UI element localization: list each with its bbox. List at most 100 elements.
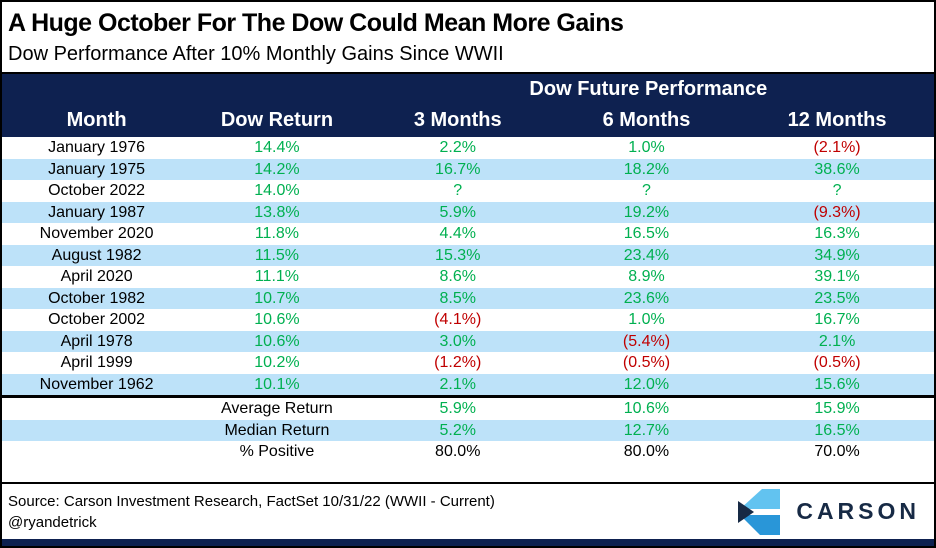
table-row: January 1975 14.2% 16.7% 18.2% 38.6% [2, 158, 934, 180]
summary-value-cell: 80.0% [435, 443, 481, 460]
month-cell: October 2022 [48, 182, 146, 199]
value-cell: 15.6% [814, 375, 860, 393]
col-header-month: Month [2, 104, 192, 137]
value-cell: 16.3% [814, 225, 860, 242]
value-cell: 11.8% [254, 225, 300, 242]
page-title: A Huge October For The Dow Could Mean Mo… [8, 9, 624, 37]
value-cell: 14.0% [254, 182, 300, 199]
month-cell: January 1987 [48, 203, 146, 221]
value-cell: 10.7% [254, 289, 300, 307]
value-cell: 10.6% [254, 311, 300, 328]
value-cell: 19.2% [623, 203, 670, 221]
month-cell: April 1978 [60, 332, 133, 350]
value-cell: 23.4% [623, 246, 670, 264]
value-cell: 2.1% [439, 375, 476, 393]
carson-logo-icon [738, 488, 781, 535]
summary-value-cell: 5.2% [439, 421, 476, 439]
summary-row: % Positive 80.0% 80.0% 70.0% [2, 441, 934, 463]
value-cell: 16.7% [435, 160, 481, 178]
table-row: April 2020 11.1% 8.6% 8.9% 39.1% [2, 266, 934, 288]
month-cell: October 2002 [48, 311, 146, 328]
source-text: Source: Carson Investment Research, Fact… [8, 492, 495, 510]
month-cell: January 1976 [48, 139, 146, 156]
summary-label-cell: % Positive [239, 443, 315, 460]
page-subtitle: Dow Performance After 10% Monthly Gains … [8, 43, 504, 65]
title-block: A Huge October For The Dow Could Mean Mo… [2, 2, 934, 72]
dow-performance-table: Dow Future Performance Month Dow Return … [2, 72, 934, 463]
value-cell: 8.5% [439, 289, 476, 307]
table-row: January 1987 13.8% 5.9% 19.2% (9.3%) [2, 201, 934, 223]
month-cell: November 1962 [39, 375, 154, 393]
summary-row: Median Return 5.2% 12.7% 16.5% [2, 419, 934, 442]
empty-cell [2, 420, 191, 442]
value-cell: 16.5% [623, 225, 670, 242]
value-cell: 34.9% [814, 246, 860, 264]
summary-value-cell: 70.0% [814, 443, 860, 460]
value-cell: ? [453, 182, 463, 199]
value-cell: 15.3% [435, 246, 481, 264]
group-header-row: Dow Future Performance [2, 73, 934, 104]
column-header-row: Month Dow Return 3 Months 6 Months 12 Mo… [2, 104, 934, 137]
value-cell: (0.5%) [622, 354, 671, 371]
table-row: April 1999 10.2% (1.2%) (0.5%) (0.5%) [2, 352, 934, 374]
value-cell: 23.6% [623, 289, 670, 307]
table-row: October 2002 10.6% (4.1%) 1.0% 16.7% [2, 309, 934, 331]
summary-row: Average Return 5.9% 10.6% 15.9% [2, 395, 934, 420]
value-cell: 16.7% [814, 311, 860, 328]
value-cell: (9.3%) [813, 203, 861, 221]
carson-logo-text: CARSON [796, 498, 920, 524]
table-row: April 1978 10.6% 3.0% (5.4%) 2.1% [2, 330, 934, 352]
value-cell: 8.9% [628, 268, 665, 285]
value-cell: 10.2% [254, 354, 300, 371]
table-row: August 1982 11.5% 15.3% 23.4% 34.9% [2, 244, 934, 266]
table-row: October 1982 10.7% 8.5% 23.6% 23.5% [2, 287, 934, 309]
summary-value-cell: 15.9% [740, 395, 934, 420]
value-cell: 1.0% [628, 311, 665, 328]
value-cell: ? [832, 182, 842, 199]
value-cell: 2.2% [439, 139, 476, 156]
table-row: October 2022 14.0%??? [2, 180, 934, 202]
summary-label-cell: Median Return [224, 421, 330, 439]
value-cell: (2.1%) [813, 139, 861, 156]
value-cell: 14.4% [254, 139, 300, 156]
col-header-3-months: 3 Months [362, 104, 553, 137]
value-cell: ? [642, 182, 651, 199]
summary-value-cell: 80.0% [623, 443, 670, 460]
value-cell: 10.6% [254, 332, 300, 350]
month-cell: August 1982 [51, 246, 142, 264]
month-cell: October 1982 [48, 289, 146, 307]
value-cell: 1.0% [628, 139, 665, 156]
value-cell: (4.1%) [434, 311, 482, 328]
summary-value-cell: 16.5% [814, 421, 860, 439]
carson-logo: CARSON [738, 488, 926, 535]
month-cell: April 1999 [60, 354, 133, 371]
value-cell: 11.5% [254, 246, 300, 264]
summary-label-cell: Average Return [191, 395, 363, 420]
footer: Source: Carson Investment Research, Fact… [2, 482, 934, 539]
twitter-handle: @ryandetrick [8, 513, 97, 531]
table-row: November 2020 11.8% 4.4% 16.5% 16.3% [2, 223, 934, 245]
summary-value-cell: 5.9% [362, 395, 553, 420]
bottom-navy-bar [2, 539, 934, 546]
value-cell: 13.8% [254, 203, 300, 221]
month-cell: April 2020 [60, 268, 133, 285]
empty-cell [2, 395, 192, 420]
month-cell: January 1975 [48, 160, 146, 178]
col-header-dow-return: Dow Return [191, 104, 363, 137]
col-header-6-months: 6 Months [552, 104, 741, 137]
value-cell: 18.2% [623, 160, 670, 178]
month-cell: November 2020 [39, 225, 154, 242]
value-cell: 11.1% [254, 268, 300, 285]
value-cell: 38.6% [814, 160, 860, 178]
value-cell: 3.0% [439, 332, 476, 350]
table-row: November 1962 10.1% 2.1% 12.0% 15.6% [2, 373, 934, 397]
table-row: January 1976 14.4% 2.2% 1.0% (2.1%) [2, 137, 934, 159]
value-cell: 10.1% [254, 375, 300, 393]
value-cell: 23.5% [814, 289, 860, 307]
value-cell: 5.9% [439, 203, 476, 221]
value-cell: (0.5%) [813, 354, 861, 371]
value-cell: 2.1% [818, 332, 856, 350]
summary-value-cell: 12.7% [623, 421, 670, 439]
summary-value-cell: 10.6% [552, 395, 741, 420]
